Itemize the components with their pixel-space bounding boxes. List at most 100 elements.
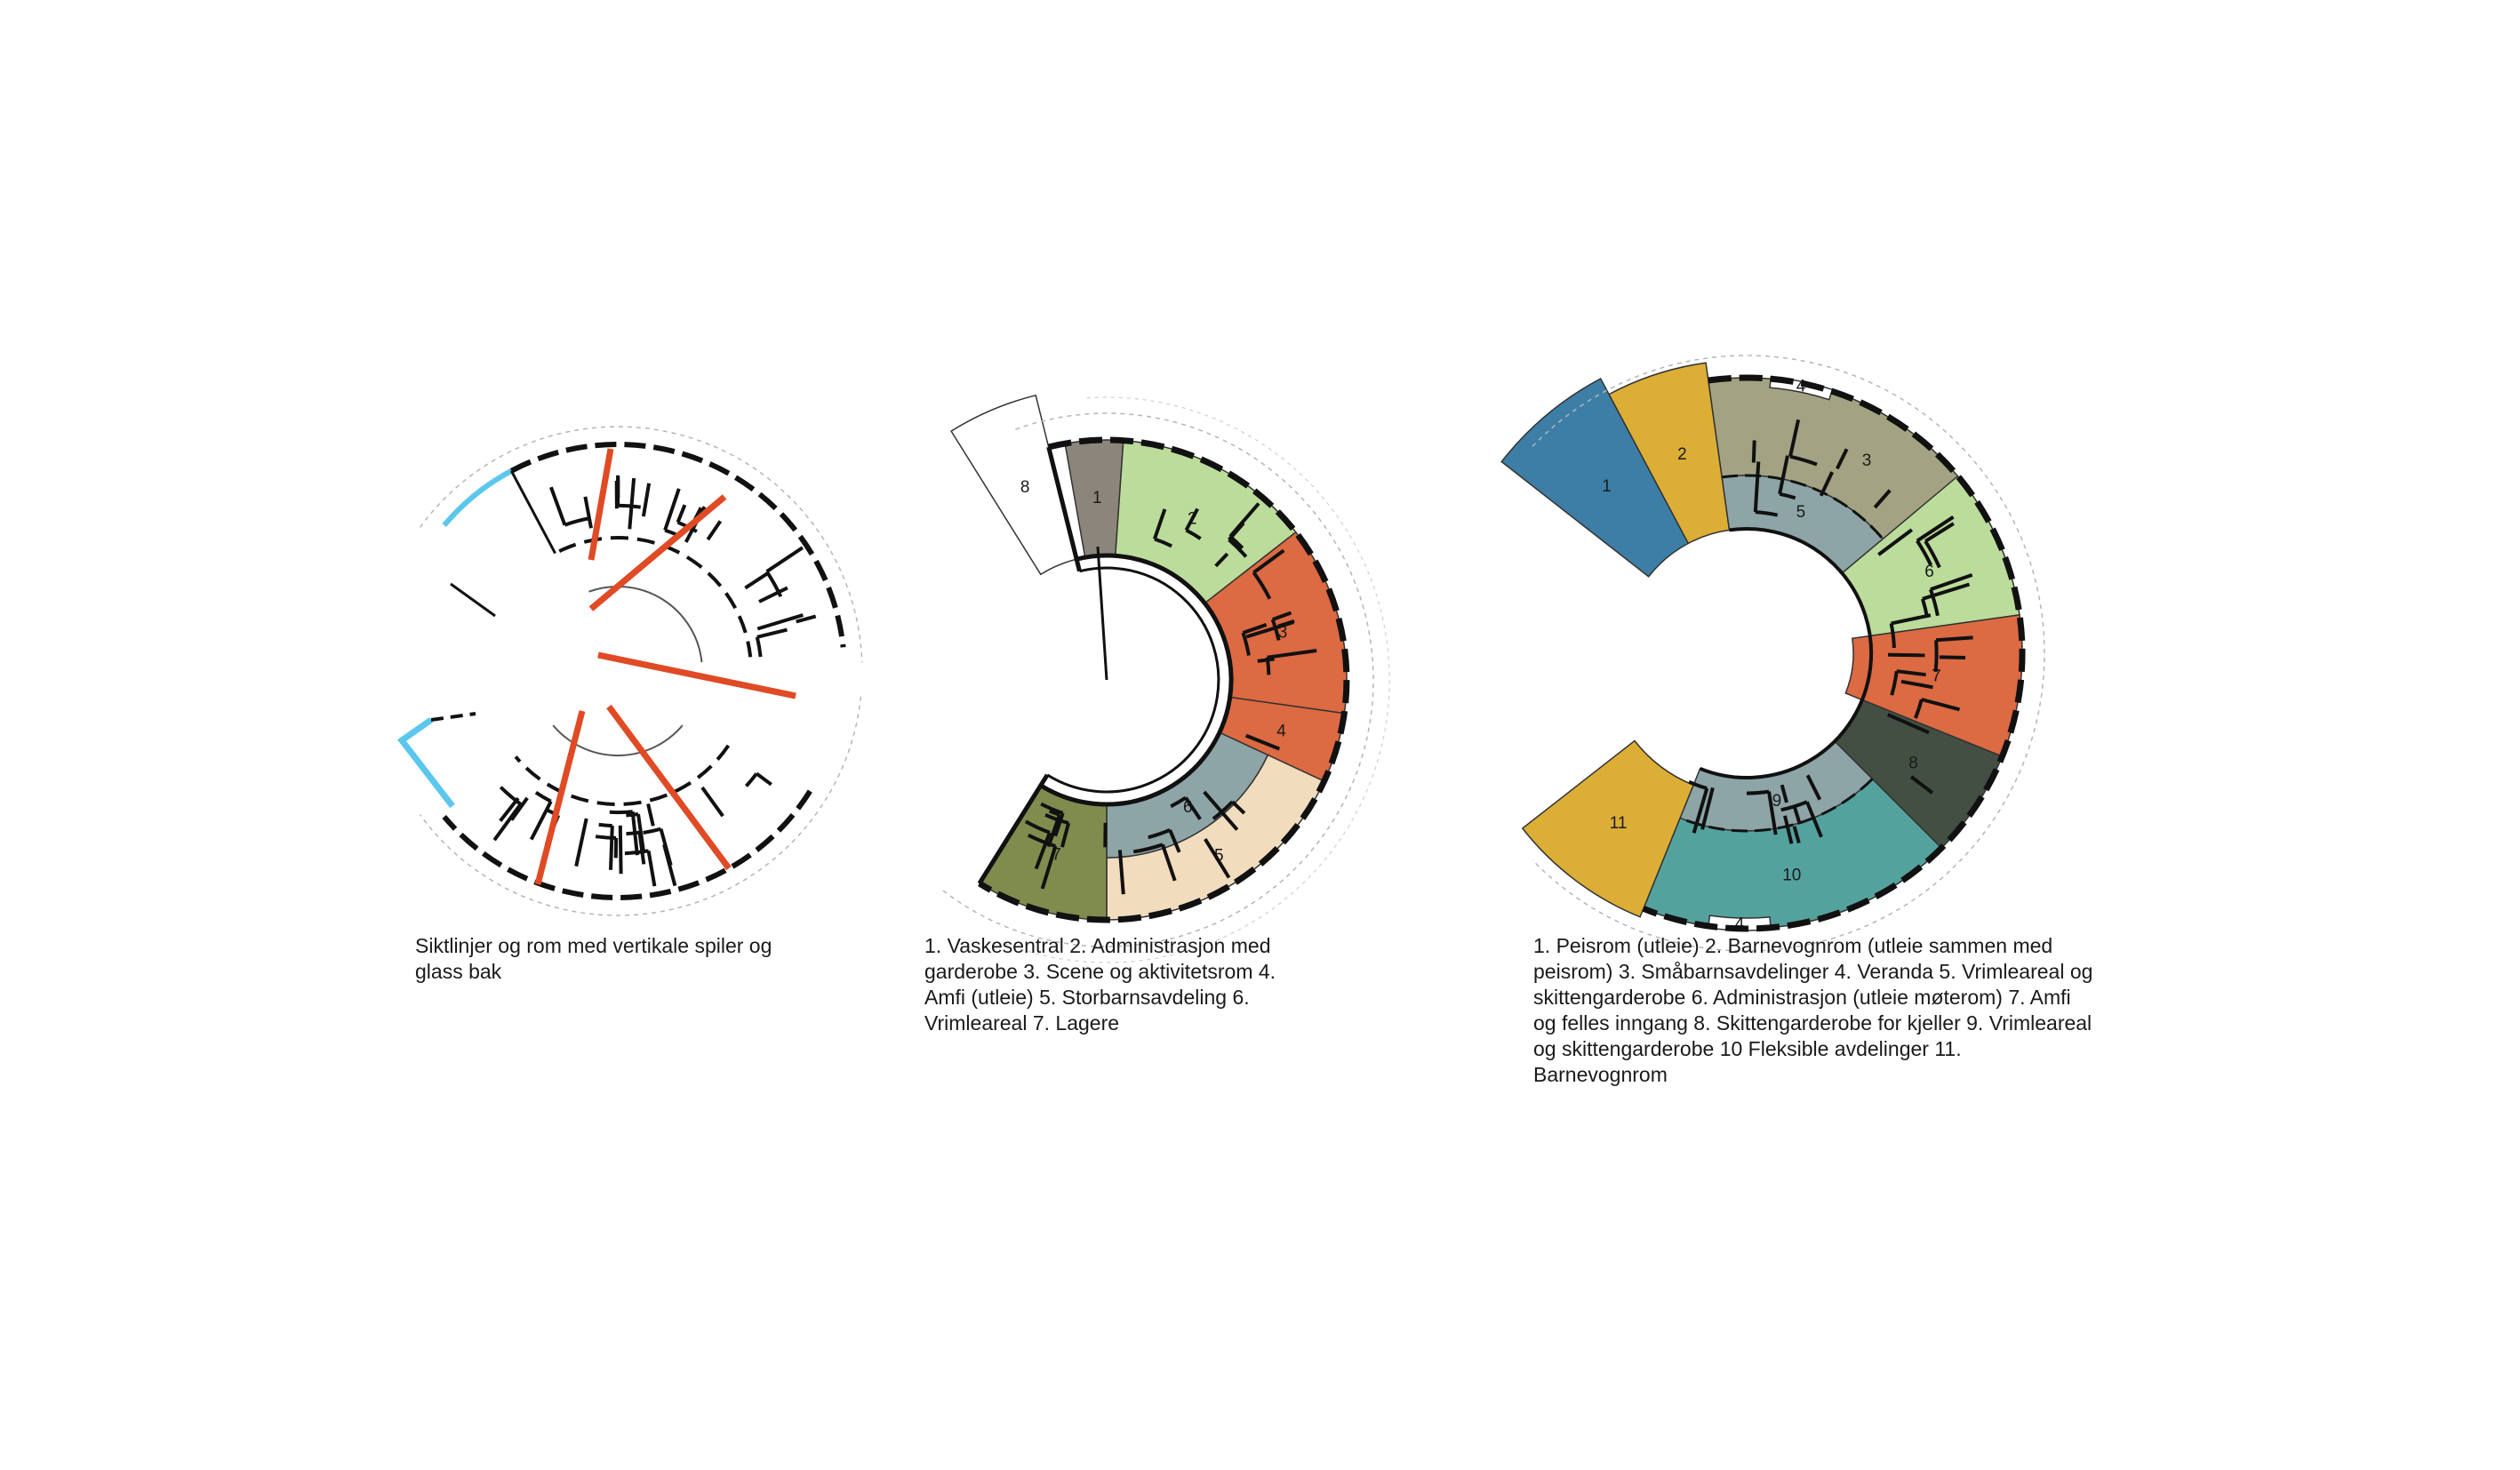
interior-wall [755,771,772,787]
interior-wall [1117,850,1125,895]
interior-wall [1688,779,1708,791]
interior-wall [706,520,723,541]
interior-wall [1900,679,1933,690]
interior-wall [1040,802,1064,815]
interior-wall [1053,812,1065,837]
interior-wall [1241,632,1251,656]
interior-wall [1792,826,1801,844]
interior-wall [1228,522,1245,541]
interior-wall [1060,822,1071,848]
plan2-room-label: 5 [1214,847,1224,866]
interior-wall [1024,819,1051,835]
plan3-room-shape [1608,362,1731,545]
interior-wall [1244,733,1281,751]
plan2-room-label: 7 [1052,846,1061,865]
interior-wall [1780,800,1808,812]
plan-first-floor: 1 2 3 4 5 6 7 8 9 10 4 11 [1500,355,2045,952]
interior-wall [662,843,677,887]
interior-wall [1789,454,1818,467]
plan3-room-label: 11 [1610,814,1628,833]
interior-wall [1939,655,1966,659]
interior-wall [609,826,614,870]
interior-wall [1778,455,1789,495]
plan3-room-label: 8 [1908,755,1918,773]
site-boundary-outer [1000,396,1390,963]
interior-wall [1886,713,1930,735]
inner-wall-secondary [1046,566,1220,794]
interior-wall [549,486,567,526]
interior-wall [646,803,655,827]
plan3-room-label: 1 [1602,477,1612,496]
interior-wall [663,488,681,531]
interior-wall [1930,573,1973,592]
courtyard-edge [588,585,703,663]
interior-wall [1048,809,1060,817]
interior-wall [1924,539,1941,569]
interior-wall [756,613,804,631]
interior-wall [1170,795,1188,809]
interior-wall [1877,528,1913,556]
interior-wall [1185,528,1202,540]
interior-wall [636,813,645,852]
interior-wall [1044,812,1069,826]
interior-wall [765,546,804,573]
interior-wall [700,786,724,818]
interior-wall [1270,619,1281,641]
interior-wall [641,483,652,517]
plan2-room-label: 6 [1183,798,1193,817]
caption-ground-floor: 1. Vaskesentral 2. Administrasjon med ga… [924,934,1276,1035]
interior-wall [618,825,623,875]
interior-wall [1887,652,1925,658]
interior-wall [643,827,662,835]
interior-wall [745,772,758,787]
plan2-room-label: 8 [1020,478,1030,497]
interior-wall [1890,670,1899,696]
interior-wall [1755,510,1779,517]
interior-wall [574,818,588,867]
plan2-room-shape [950,394,1078,576]
outer-wall [1642,374,2026,932]
interior-wall [1272,611,1292,621]
interior-wall [1920,598,1930,619]
sightline-northeast [588,494,727,611]
plan3-room-label: 6 [1924,563,1934,581]
interior-wall [756,627,788,639]
interior-wall [1780,784,1788,803]
interior-wall [1161,843,1177,882]
plan3-rooms: 1 2 3 4 5 6 7 8 9 10 4 11 [1500,362,2023,933]
interior-wall [1924,522,1955,543]
interior-wall [492,803,523,842]
interior-wall [1154,537,1172,548]
interior-wall [1896,669,1926,677]
end-wall [430,712,476,722]
interior-wall [1922,582,1971,601]
inner-wall [1039,553,1234,807]
site-boundary [1532,355,2045,952]
interior-wall [1921,698,1961,712]
interior-wall [1909,775,1934,795]
glass-facade [396,717,455,809]
interior-wall [609,810,633,815]
interior-wall [1265,657,1271,675]
interior-wall [1751,440,1756,463]
interior-wall [1204,838,1231,879]
end-wall [450,582,496,618]
plan3-room-11: 4 [1707,915,1772,933]
plan3-room-label: 10 [1782,866,1801,884]
courtyard-line [1096,546,1108,681]
plan3-room-label: 3 [1862,451,1872,470]
interior-wall [595,835,617,840]
interior-wall [744,571,771,590]
interior-wall [1792,805,1802,825]
plan3-room-shape [1707,915,1772,931]
inner-wall [1699,527,1874,779]
inner-wall [1679,778,1874,833]
sightline-5 [606,704,732,871]
plan3-room-label: 2 [1677,445,1687,464]
interior-wall [1214,552,1229,568]
site-boundary [941,412,1374,947]
plan3-room-12: 11 [1521,739,1695,918]
interior-wall [1933,640,1939,673]
interior-wall [1277,619,1295,628]
interior-wall [1805,774,1822,801]
